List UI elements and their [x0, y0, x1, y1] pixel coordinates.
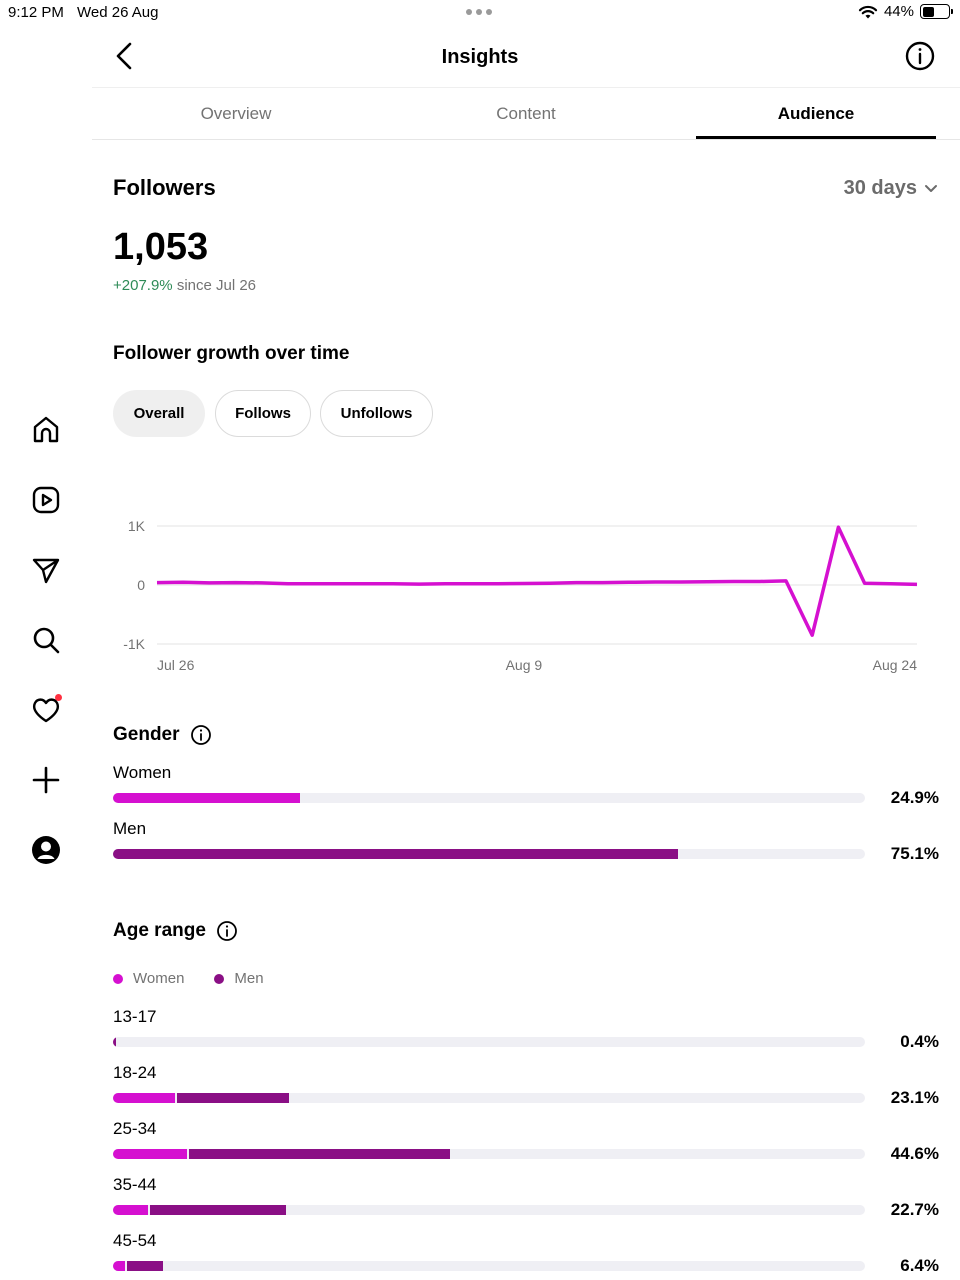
x-tick-label: Jul 26 — [157, 657, 195, 673]
follower-growth-chart: 1K 0 -1K Jul 26 Aug 9 Aug 24 — [123, 518, 918, 673]
age-title: Age range — [113, 920, 206, 941]
home-icon[interactable] — [28, 412, 64, 448]
gender-percent-0: 24.9% — [890, 788, 939, 807]
gender-track-1 — [113, 849, 865, 859]
gender-percent-1: 75.1% — [890, 844, 939, 863]
info-button[interactable] — [904, 40, 936, 72]
age-fill-men — [176, 1093, 289, 1103]
gender-header: Gender — [113, 724, 212, 746]
battery-percent: 44% — [883, 3, 914, 20]
legend-women-label: Women — [133, 970, 185, 987]
gender-label-0: Women — [113, 763, 172, 782]
multitasking-dots-icon[interactable] — [466, 9, 492, 15]
search-icon[interactable] — [28, 622, 64, 658]
chevron-left-icon[interactable] — [110, 40, 140, 72]
gender-info-icon[interactable] — [190, 724, 212, 746]
profile-icon[interactable] — [28, 832, 64, 868]
page-title: Insights — [441, 46, 519, 68]
status-time: 9:12 PM — [8, 4, 64, 21]
y-tick-label: 1K — [128, 518, 146, 534]
x-tick-label: Aug 24 — [873, 657, 918, 673]
age-fill-men — [149, 1205, 286, 1215]
age-label-2: 25-34 — [113, 1119, 157, 1138]
gender-track-0 — [113, 793, 865, 803]
age-label-3: 35-44 — [113, 1175, 157, 1194]
age-percent-2: 44.6% — [890, 1144, 939, 1163]
age-track-0 — [113, 1037, 865, 1047]
gender-title: Gender — [113, 724, 180, 745]
legend-dot-men — [214, 973, 225, 984]
legend-dot-women — [113, 973, 123, 984]
age-header: Age range — [113, 920, 238, 942]
follower-count: 1,053 — [113, 226, 209, 268]
notification-dot — [55, 694, 62, 701]
legend-men: Men — [214, 970, 264, 987]
heart-icon[interactable] — [28, 692, 64, 728]
followers-title: Followers — [113, 175, 216, 200]
age-percent-4: 6.4% — [900, 1256, 939, 1275]
battery-icon — [920, 4, 953, 19]
age-track-2 — [113, 1149, 865, 1159]
age-fill-women — [113, 1093, 175, 1103]
chip-unfollows[interactable]: Unfollows — [320, 390, 433, 437]
age-fill-men — [127, 1261, 164, 1271]
y-tick-label: 0 — [137, 577, 145, 593]
age-track-3 — [113, 1205, 865, 1215]
gender-fill-women — [113, 793, 301, 803]
tab-overview[interactable]: Overview — [200, 104, 272, 123]
send-icon[interactable] — [28, 552, 64, 588]
age-label-4: 45-54 — [113, 1231, 157, 1250]
date-range-label: 30 days — [843, 177, 917, 199]
age-fill-women — [113, 1261, 126, 1271]
age-fill-men — [188, 1149, 451, 1159]
y-tick-label: -1K — [123, 636, 145, 652]
active-tab-indicator — [696, 136, 936, 139]
tab-audience[interactable]: Audience — [777, 104, 855, 123]
follower-delta-since: since Jul 26 — [176, 277, 257, 294]
age-fill-women — [113, 1149, 187, 1159]
age-label-1: 18-24 — [113, 1063, 157, 1082]
legend-women: Women — [113, 970, 184, 987]
header-bar: Insights — [92, 26, 960, 88]
age-percent-0: 0.4% — [900, 1032, 939, 1051]
series-line-overall — [156, 525, 918, 637]
age-label-0: 13-17 — [113, 1007, 157, 1026]
reels-icon[interactable] — [28, 482, 64, 518]
tab-bar: Overview Content Audience — [92, 88, 960, 140]
age-legend: Women Men — [113, 970, 264, 987]
age-percent-3: 22.7% — [890, 1200, 939, 1219]
age-percent-1: 23.1% — [890, 1088, 939, 1107]
legend-men-label: Men — [234, 970, 264, 987]
x-tick-label: Aug 9 — [506, 657, 543, 673]
chip-follows[interactable]: Follows — [215, 390, 311, 437]
status-bar: 9:12 PM Wed 26 Aug 44% — [0, 0, 960, 26]
age-info-icon[interactable] — [216, 920, 238, 942]
age-fill-women — [113, 1205, 148, 1215]
chevron-down-icon — [925, 184, 937, 192]
chip-overall[interactable]: Overall — [113, 390, 205, 437]
back-button[interactable] — [110, 40, 140, 72]
age-fill-men — [113, 1037, 116, 1047]
gender-fill-men — [113, 849, 678, 859]
create-icon[interactable] — [28, 762, 64, 798]
wifi-icon — [858, 5, 878, 18]
age-track-1 — [113, 1093, 865, 1103]
follower-delta: +207.9% — [113, 277, 173, 294]
date-range-dropdown[interactable]: 30 days — [844, 177, 939, 200]
age-track-4 — [113, 1261, 865, 1271]
follower-delta-row: +207.9% since Jul 26 — [113, 277, 256, 294]
gender-label-1: Men — [113, 819, 147, 838]
growth-title: Follower growth over time — [113, 343, 350, 364]
info-icon[interactable] — [904, 40, 936, 72]
tab-content[interactable]: Content — [496, 104, 556, 123]
status-date: Wed 26 Aug — [77, 4, 159, 21]
